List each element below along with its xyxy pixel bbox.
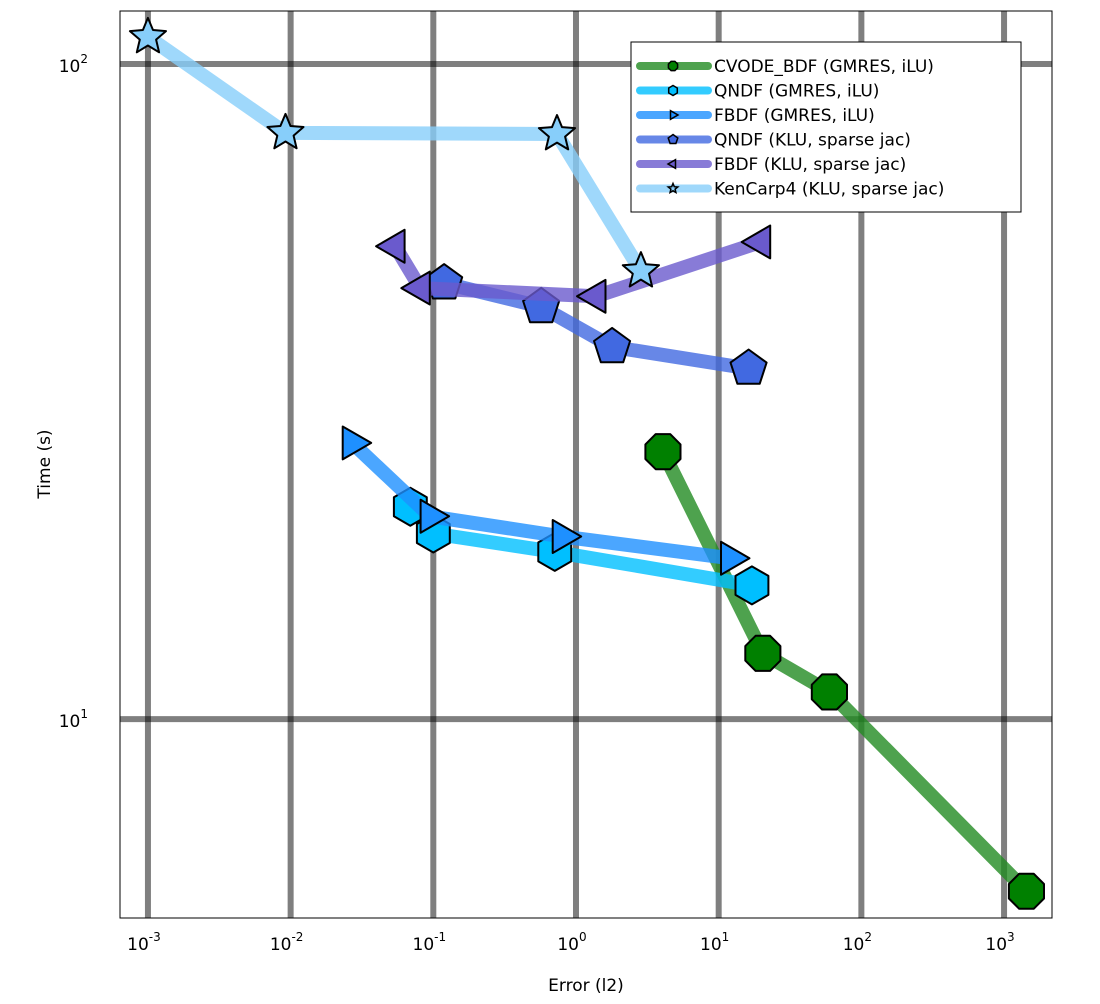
data-point (1007, 872, 1045, 910)
y-tick-exponent: 2 (80, 52, 88, 66)
data-point (341, 425, 373, 461)
legend-marker (666, 158, 677, 170)
x-tick-label: 10-2 (270, 930, 304, 955)
series-layer (128, 16, 1045, 910)
data-point (744, 634, 782, 672)
data-point (810, 673, 848, 711)
legend-label: FBDF (GMRES, iLU) (714, 106, 875, 126)
data-point (537, 114, 577, 151)
series-kencarp4-klu-sparse-jac (128, 16, 660, 288)
data-point (419, 498, 451, 534)
legend-marker (667, 133, 679, 145)
series-line (143, 31, 647, 275)
x-tick-exponent: 1 (722, 930, 730, 944)
x-axis-label: Error (l2) (548, 976, 624, 996)
data-point (551, 519, 583, 554)
data-point (740, 224, 772, 260)
y-tick-label: 101 (59, 707, 88, 732)
legend-marker (666, 181, 680, 195)
x-tick-label: 100 (557, 930, 586, 955)
x-tick-exponent: 0 (579, 930, 587, 944)
x-tick-exponent: 2 (864, 930, 872, 944)
y-axis-label: Time (s) (35, 429, 55, 499)
x-tick-exponent: -1 (434, 930, 446, 944)
data-point (621, 251, 660, 288)
series-cvode-bdf-gmres-ilu (644, 433, 1045, 910)
y-tick-exponent: 1 (80, 707, 88, 721)
data-point (266, 112, 305, 150)
series-qndf-klu-sparse-jac (425, 263, 768, 385)
legend-marker (667, 60, 679, 72)
x-tick-exponent: 3 (1007, 930, 1015, 944)
legend-marker (669, 109, 680, 121)
x-tick-label: 101 (700, 930, 729, 955)
series-fbdf-gmres-ilu (341, 425, 751, 576)
legend: CVODE_BDF (GMRES, iLU) QNDF (GMRES, iLU) F… (630, 41, 1022, 213)
plot-frame (119, 10, 1053, 919)
x-tick-label: 10-3 (127, 930, 161, 955)
x-tick-exponent: -3 (149, 930, 161, 944)
data-point (720, 540, 751, 576)
legend-label: KenCarp4 (KLU, sparse jac) (714, 180, 944, 200)
data-point (729, 348, 768, 385)
data-point (400, 270, 431, 306)
x-tick-exponent: -2 (291, 930, 303, 944)
data-point (375, 228, 406, 264)
legend-label: QNDF (GMRES, iLU) (714, 82, 879, 102)
legend-label: QNDF (KLU, sparse jac) (714, 131, 911, 151)
data-point (734, 565, 770, 606)
series-line (389, 235, 763, 304)
data-point (593, 326, 632, 364)
y-tick-label: 102 (59, 52, 88, 77)
x-tick-label: 103 (985, 930, 1014, 955)
legend-marker (667, 84, 679, 97)
x-tick-label: 10-1 (413, 930, 447, 955)
series-fbdf-klu-sparse-jac (375, 224, 772, 314)
series-line (347, 437, 732, 566)
legend-label: FBDF (KLU, sparse jac) (714, 155, 906, 175)
data-point (576, 278, 607, 314)
data-point (128, 16, 167, 54)
legend-label: CVODE_BDF (GMRES, iLU) (714, 57, 934, 77)
legend-box (630, 41, 1022, 213)
data-point (644, 433, 682, 471)
x-tick-label: 102 (843, 930, 872, 955)
